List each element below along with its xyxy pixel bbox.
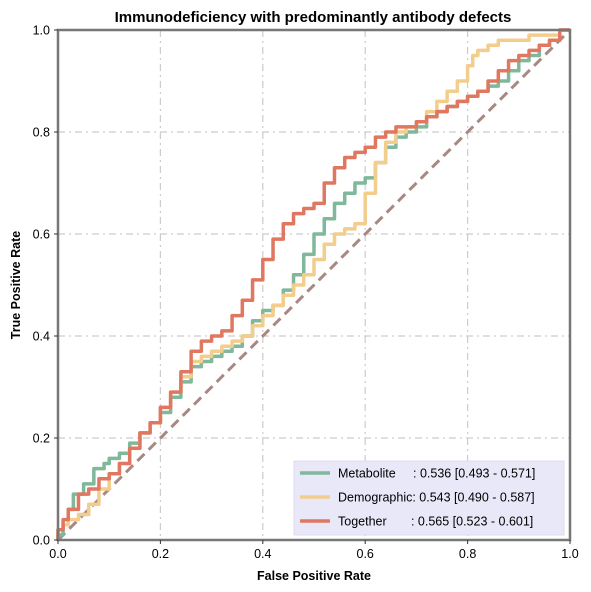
y-tick-label: 0.6 [33, 228, 50, 242]
x-axis-label: False Positive Rate [257, 569, 371, 583]
x-tick-label: 0.8 [459, 547, 476, 561]
axis-ticks: 0.0 0.2 0.4 0.6 0.8 1.0 0.0 0.2 0.4 0.6 0.8 1.0 [33, 24, 579, 562]
legend-entry: Demographic: 0.543 [0.490 - 0.587] [338, 491, 535, 505]
legend-entry: Metabolite : 0.536 [0.493 - 0.571] [338, 467, 535, 481]
y-tick-label: 0.0 [33, 534, 50, 548]
y-tick-label: 0.2 [33, 432, 50, 446]
y-tick-label: 1.0 [33, 24, 50, 38]
legend-entry: Together : 0.565 [0.523 - 0.601] [338, 515, 533, 529]
y-tick-label: 0.4 [33, 330, 50, 344]
chart-title: Immunodeficiency with predominantly anti… [115, 9, 512, 26]
x-tick-label: 0.4 [254, 547, 271, 561]
chance-diagonal [56, 28, 572, 542]
x-tick-label: 0.0 [49, 547, 66, 561]
legend-box [293, 460, 565, 536]
y-tick-label: 0.8 [33, 126, 50, 140]
grid [58, 30, 570, 540]
x-tick-label: 0.2 [152, 547, 169, 561]
legend: Metabolite : 0.536 [0.493 - 0.571] Demogr… [293, 460, 565, 536]
x-tick-label: 1.0 [561, 547, 578, 561]
series-layer [56, 28, 570, 540]
series-line-together [56, 28, 570, 540]
x-tick-label: 0.6 [357, 547, 374, 561]
plot-frame [56, 28, 572, 542]
y-axis-label: True Positive Rate [9, 231, 23, 339]
